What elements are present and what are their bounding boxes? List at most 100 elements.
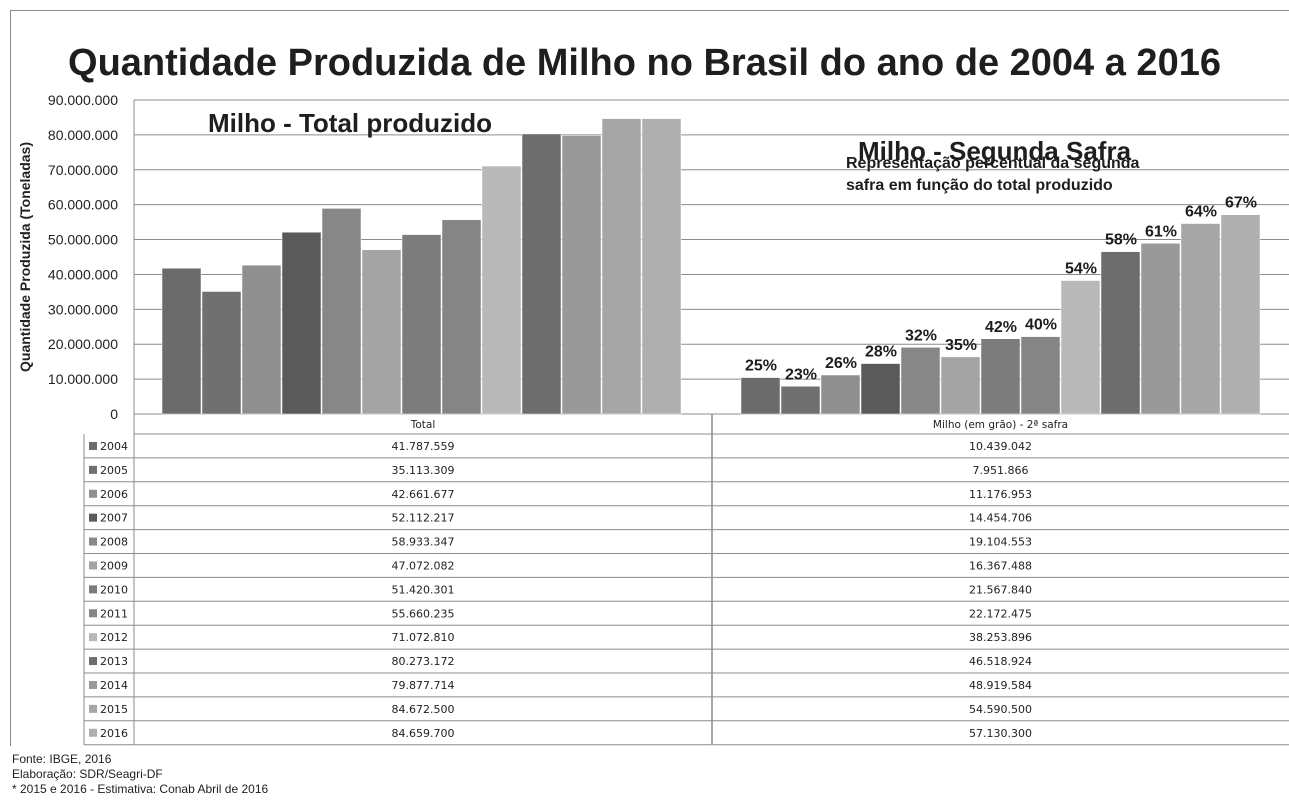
bar xyxy=(281,231,322,415)
legend-swatch xyxy=(89,513,97,522)
bar xyxy=(1020,336,1061,415)
table-cell-second-crop: 38.253.896 xyxy=(969,631,1032,644)
bar-percent-label: 64% xyxy=(1185,204,1217,221)
bar-percent-label: 42% xyxy=(985,319,1017,336)
bar xyxy=(401,234,442,415)
panel-subtitle: safra em função do total produzido xyxy=(846,177,1113,194)
bar xyxy=(601,118,642,415)
bar xyxy=(161,267,202,415)
legend-swatch xyxy=(89,728,97,737)
table-cell-total: 47.072.082 xyxy=(392,559,455,572)
bar-percent-label: 26% xyxy=(825,355,857,372)
data-table: Total Milho (em grão) - 2ª safra 2004 41.78… xyxy=(83,414,1289,746)
table-cell-second-crop: 10.439.042 xyxy=(969,440,1032,453)
table-cell-total: 84.672.500 xyxy=(392,703,455,716)
bar-percent-label: 25% xyxy=(745,358,777,375)
legend-swatch xyxy=(89,633,97,642)
bar-percent-label: 35% xyxy=(945,337,977,354)
chart-title: Quantidade Produzida de Milho no Brasil … xyxy=(68,42,1221,84)
source-note: Fonte: IBGE, 2016 xyxy=(12,752,112,766)
bar xyxy=(441,219,482,415)
table-cell-total: 84.659.700 xyxy=(392,727,455,740)
legend-year: 2005 xyxy=(100,464,128,477)
bar xyxy=(940,356,981,415)
bar xyxy=(820,374,861,415)
table-cell-total: 80.273.172 xyxy=(392,655,455,668)
legend-swatch xyxy=(89,680,97,689)
y-tick-label: 30.000.000 xyxy=(48,301,118,317)
table-cell-total: 51.420.301 xyxy=(392,583,455,596)
table-cell-second-crop: 57.130.300 xyxy=(969,727,1032,740)
bar xyxy=(361,249,402,415)
bars xyxy=(161,118,1261,415)
bar-percent-label: 61% xyxy=(1145,223,1177,240)
y-axis-label: Quantidade Produzida (Toneladas) xyxy=(17,142,33,372)
legend-swatch xyxy=(89,561,97,570)
legend-year: 2014 xyxy=(100,679,128,692)
y-tick-label: 10.000.000 xyxy=(48,371,118,387)
table-cell-total: 55.660.235 xyxy=(392,607,455,620)
bar xyxy=(481,165,522,415)
legend-swatch xyxy=(89,609,97,618)
y-tick-label: 40.000.000 xyxy=(48,266,118,282)
legend-year: 2010 xyxy=(100,583,128,596)
y-tick-label: 60.000.000 xyxy=(48,197,118,213)
panel-title-total: Milho - Total produzido xyxy=(208,108,492,138)
bar xyxy=(521,133,562,415)
legend-swatch xyxy=(89,704,97,713)
legend-year: 2016 xyxy=(100,727,128,740)
table-header-total: Total xyxy=(410,419,436,431)
table-cell-second-crop: 14.454.706 xyxy=(969,512,1032,525)
panel-title-second-crop: Milho - Segunda Safra xyxy=(858,136,1132,166)
chart-frame xyxy=(10,10,1289,746)
bar xyxy=(1220,214,1261,415)
table-cell-second-crop: 48.919.584 xyxy=(969,679,1032,692)
table-cell-second-crop: 7.951.866 xyxy=(973,464,1029,477)
table-cell-total: 35.113.309 xyxy=(392,464,455,477)
bar-percent-label: 32% xyxy=(905,327,937,344)
table-cell-second-crop: 11.176.953 xyxy=(969,488,1032,501)
bar xyxy=(1060,280,1101,415)
bar xyxy=(980,338,1021,415)
table-cell-second-crop: 46.518.924 xyxy=(969,655,1032,668)
bar-percent-label: 54% xyxy=(1065,261,1097,278)
legend-year: 2015 xyxy=(100,703,128,716)
bar xyxy=(900,347,941,415)
y-tick-label: 20.000.000 xyxy=(48,336,118,352)
table-cell-total: 58.933.347 xyxy=(392,536,455,549)
table-cell-total: 42.661.677 xyxy=(392,488,455,501)
bar xyxy=(1140,243,1181,415)
bar xyxy=(860,363,901,415)
y-tick-label: 70.000.000 xyxy=(48,162,118,178)
legend-swatch xyxy=(89,489,97,498)
bar xyxy=(740,377,781,415)
y-tick-label: 0 xyxy=(110,406,118,422)
credit-note: Elaboração: SDR/Seagri-DF xyxy=(12,767,163,781)
table-cell-total: 52.112.217 xyxy=(392,512,455,525)
legend-year: 2009 xyxy=(100,559,128,572)
bar xyxy=(1180,223,1221,415)
y-tick-label: 90.000.000 xyxy=(48,92,118,108)
table-cell-second-crop: 54.590.500 xyxy=(969,703,1032,716)
bar-percent-label: 40% xyxy=(1025,317,1057,334)
panel-subtitle: Representação percentual da segunda xyxy=(846,155,1140,172)
legend-year: 2004 xyxy=(100,440,128,453)
table-cell-total: 71.072.810 xyxy=(392,631,455,644)
bar xyxy=(321,208,362,415)
estimate-note: * 2015 e 2016 - Estimativa: Conab Abril … xyxy=(12,782,269,796)
table-cell-total: 79.877.714 xyxy=(392,679,455,692)
legend-year: 2011 xyxy=(100,607,128,620)
table-cell-second-crop: 21.567.840 xyxy=(969,583,1032,596)
legend-swatch xyxy=(89,585,97,594)
bar xyxy=(241,264,282,415)
bar xyxy=(1100,251,1141,415)
legend-swatch xyxy=(89,465,97,474)
bar xyxy=(641,118,682,415)
table-header-second-crop: Milho (em grão) - 2ª safra xyxy=(933,419,1068,431)
legend-year: 2008 xyxy=(100,536,128,549)
source-notes: Fonte: IBGE, 2016 Elaboração: SDR/Seagri… xyxy=(12,752,268,797)
legend-year: 2006 xyxy=(100,488,128,501)
table-cell-second-crop: 19.104.553 xyxy=(969,536,1032,549)
table-cell-second-crop: 16.367.488 xyxy=(969,559,1032,572)
table-cell-total: 41.787.559 xyxy=(392,440,455,453)
